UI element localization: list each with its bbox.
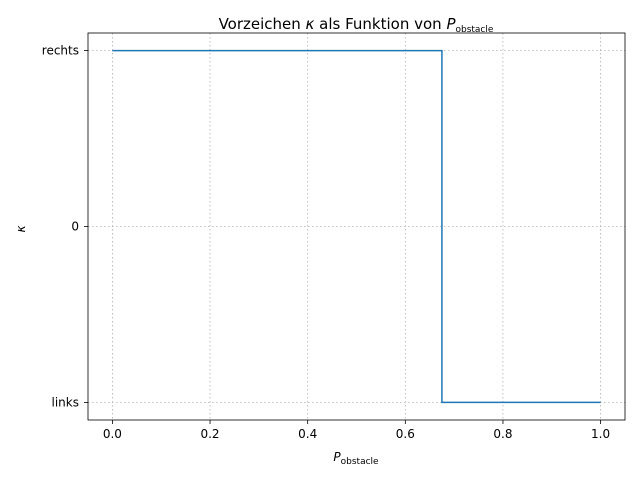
y-tick-label: rechts	[42, 44, 79, 58]
series-line	[112, 49, 601, 404]
chart-title: Vorzeichen κ als Funktion von Pobstacle	[219, 15, 494, 35]
x-tick-label: 0.2	[200, 427, 219, 441]
x-tick-label: 0.6	[396, 427, 415, 441]
x-tick-label: 0.8	[493, 427, 512, 441]
x-tick-label: 0.4	[298, 427, 317, 441]
x-axis-label: Pobstacle	[333, 450, 379, 467]
y-axis-label: κ	[14, 225, 28, 233]
ticks: 0.0 0.2 0.4 0.6 0.8 1.0 links 0 rechts	[42, 44, 610, 441]
grid	[88, 33, 625, 420]
x-tick-label: 1.0	[591, 427, 610, 441]
y-tick-label: links	[52, 395, 79, 409]
x-tick-label: 0.0	[103, 427, 122, 441]
series-layer	[112, 49, 601, 404]
y-tick-label: 0	[71, 220, 79, 234]
